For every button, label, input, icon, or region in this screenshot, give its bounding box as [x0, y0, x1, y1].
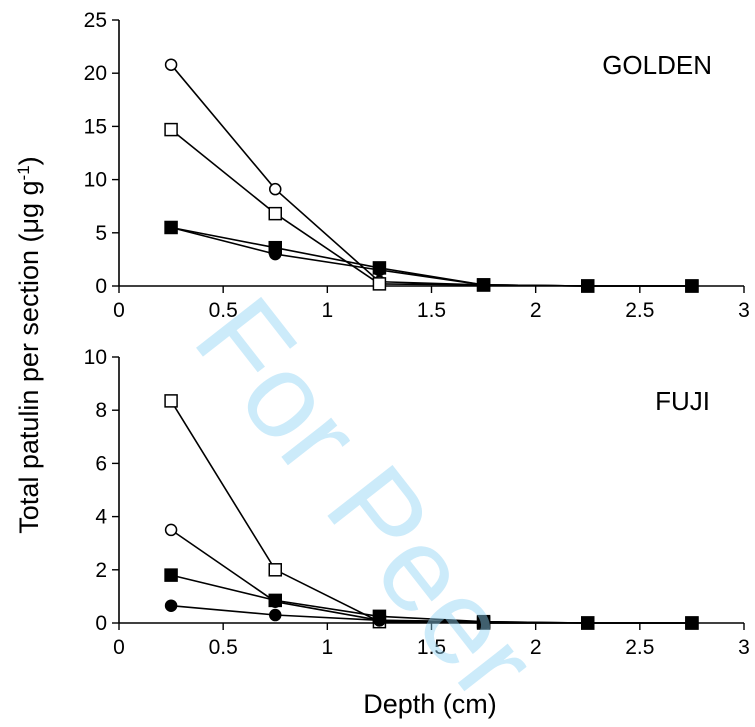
- x-tick-label: 2: [530, 636, 542, 659]
- data-point-filled-circle: [477, 615, 490, 628]
- series-line-filled-circle: [171, 604, 692, 624]
- data-point-open-square: [372, 277, 387, 291]
- y-axis-label-main: Total patulin per section (μg g: [14, 180, 44, 533]
- data-point-filled-square: [268, 593, 282, 608]
- data-point-open-square: [164, 122, 178, 137]
- data-point-open-square: [268, 206, 282, 221]
- data-point-filled-circle: [164, 599, 178, 612]
- x-tick-label: 3: [738, 636, 750, 659]
- y-axis-label-superscript: -1: [14, 165, 33, 180]
- y-axis-label: Total patulin per section (μg g-1): [14, 156, 45, 533]
- data-point-filled-circle: [685, 616, 699, 630]
- x-tick-label: 2.5: [625, 636, 654, 659]
- y-tick-label: 10: [84, 346, 107, 369]
- y-tick-label: 2: [95, 559, 107, 582]
- y-tick-label: 0: [95, 275, 107, 298]
- panel-title: GOLDEN: [602, 50, 712, 80]
- x-tick-label: 0: [113, 636, 125, 659]
- y-tick-label: 15: [84, 115, 107, 138]
- data-point-open-circle: [164, 523, 178, 537]
- panel-title: FUJI: [655, 386, 710, 416]
- x-axis-label: Depth (cm): [363, 689, 497, 719]
- data-point-filled-circle: [581, 616, 594, 630]
- y-tick-label: 20: [84, 62, 107, 85]
- x-tick-label: 2.5: [625, 299, 654, 322]
- data-point-filled-circle: [581, 279, 594, 293]
- series-line-open-circle: [170, 64, 692, 287]
- x-tick-label: 0.5: [209, 299, 238, 322]
- y-axis-label-close: ): [14, 156, 44, 165]
- golden-panel: 0 5 10 15 20 25 0 0.5 1 1.5 2 2.5 3 GOLDEN: [84, 9, 750, 322]
- data-point-filled-circle: [477, 278, 490, 292]
- data-point-filled-circle: [269, 608, 282, 622]
- x-tick-label: 1: [321, 636, 333, 659]
- y-tick-label: 6: [95, 452, 107, 475]
- y-tick-label: 10: [84, 169, 107, 192]
- x-tick-label: 1: [321, 299, 333, 322]
- y-tick-label: 8: [95, 399, 107, 422]
- data-point-filled-circle: [269, 247, 282, 261]
- fuji-panel: 0 2 4 6 8 10 0 0.5 1 1.5 2 2.5 3 FUJI: [84, 346, 750, 659]
- y-tick-label: 0: [95, 612, 107, 635]
- data-point-open-circle: [164, 58, 178, 71]
- y-tick-label: 4: [95, 506, 107, 529]
- series-line-filled-circle: [170, 226, 692, 287]
- x-tick-label: 0.5: [209, 636, 238, 659]
- x-tick-label: 0: [113, 299, 125, 322]
- data-point-filled-circle: [685, 279, 699, 293]
- y-tick-label: 25: [84, 9, 107, 32]
- data-point-filled-circle: [373, 614, 386, 627]
- y-tick-label: 5: [95, 222, 107, 245]
- data-point-open-circle: [269, 182, 282, 196]
- data-point-open-square: [164, 394, 178, 408]
- data-point-filled-circle: [373, 263, 386, 277]
- data-point-filled-square: [164, 568, 178, 582]
- series-line-open-square: [170, 128, 692, 287]
- x-tick-label: 3: [738, 299, 750, 322]
- x-tick-label: 1.5: [417, 299, 446, 322]
- data-point-open-square: [268, 563, 282, 577]
- x-tick-label: 1.5: [417, 636, 446, 659]
- data-point-filled-circle: [164, 221, 178, 234]
- x-tick-label: 2: [530, 299, 542, 322]
